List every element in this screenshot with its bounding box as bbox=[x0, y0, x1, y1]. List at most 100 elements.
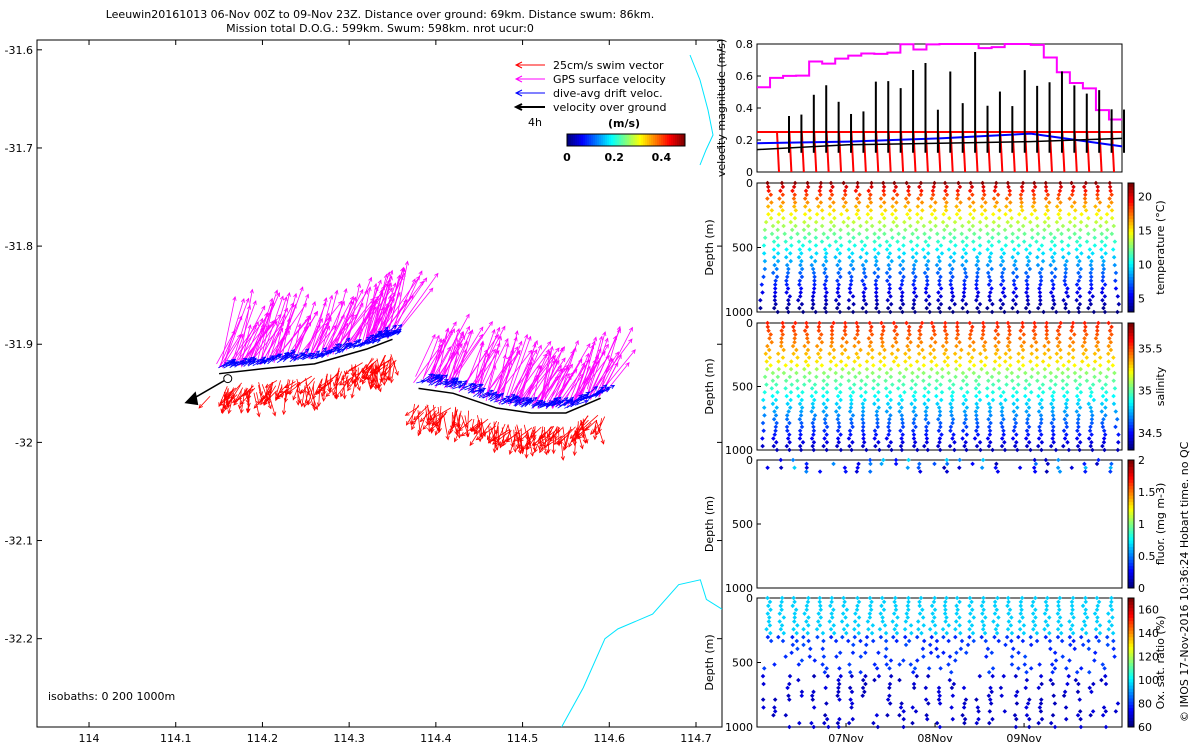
drift-velocity-arrow bbox=[379, 330, 389, 338]
drift-velocity-arrow bbox=[531, 401, 541, 407]
gps-velocity-arrow-head bbox=[316, 323, 321, 329]
swim-vector-arrow-head bbox=[321, 397, 326, 402]
map-colorbar-cell bbox=[587, 134, 590, 146]
colorbar-cell bbox=[1128, 614, 1134, 618]
profile-point bbox=[824, 290, 829, 295]
map-x-tick-label: 114.4 bbox=[420, 732, 452, 745]
colorbar-cell bbox=[1128, 463, 1134, 467]
gps-velocity-arrow-head bbox=[513, 336, 518, 342]
colorbar-cell bbox=[1128, 234, 1134, 239]
profile-point bbox=[861, 298, 867, 303]
profile-point bbox=[887, 266, 892, 272]
gps-velocity-arrow-head bbox=[485, 352, 490, 358]
colorbar-cell bbox=[1128, 292, 1134, 297]
velocity-y-label: velocity magnitude (m/s) bbox=[715, 39, 728, 177]
drift-velocity-arrow bbox=[585, 386, 598, 397]
gps-velocity-arrow-head bbox=[269, 297, 274, 303]
gps-velocity-arrow bbox=[381, 295, 392, 333]
gps-velocity-arrow-head bbox=[446, 346, 451, 352]
map-colorbar-cell bbox=[601, 134, 604, 146]
colorbar-cell bbox=[1128, 623, 1134, 628]
profile-point bbox=[889, 258, 894, 264]
profile-point bbox=[850, 309, 856, 315]
swim-vector-arrow-head bbox=[274, 391, 279, 397]
drift-velocity-arrow bbox=[476, 389, 485, 397]
colorbar-cell bbox=[1128, 562, 1134, 567]
swim-vector-arrow-head bbox=[347, 386, 352, 392]
profile-point bbox=[823, 309, 829, 315]
colorbar-cell bbox=[1128, 620, 1134, 625]
gps-velocity-arrow bbox=[540, 346, 553, 406]
gps-velocity-arrow bbox=[540, 356, 555, 405]
gps-velocity-arrow-head bbox=[373, 298, 378, 304]
colorbar-cell bbox=[1128, 691, 1134, 696]
drift-velocity-arrow bbox=[551, 396, 562, 406]
drift-velocity-arrow bbox=[448, 378, 459, 388]
drift-velocity-arrow-head bbox=[486, 393, 492, 398]
drift-velocity-arrow-head bbox=[541, 400, 546, 406]
colorbar-cell bbox=[1128, 326, 1134, 330]
colorbar-cell bbox=[1128, 228, 1134, 232]
map-x-tick-label: 114.1 bbox=[160, 732, 192, 745]
swim-vector-arrow bbox=[517, 432, 521, 449]
velocity-y-tick-label: 0 bbox=[746, 166, 753, 179]
drift-velocity-arrow bbox=[369, 330, 382, 341]
swim-vector-arrow bbox=[525, 435, 528, 458]
drift-velocity-arrow bbox=[513, 399, 522, 407]
drift-velocity-arrow-head bbox=[242, 358, 248, 362]
drift-velocity-arrow bbox=[537, 401, 546, 408]
drift-velocity-arrow bbox=[562, 400, 574, 406]
colorbar-cell bbox=[1128, 329, 1134, 334]
depth-y-tick-label: 500 bbox=[732, 381, 753, 394]
swim-vector-arrow bbox=[439, 405, 442, 432]
swim-vector-arrow-head bbox=[297, 389, 302, 395]
swim-vector-arrow-head bbox=[263, 401, 268, 406]
colorbar-cell bbox=[1128, 212, 1134, 216]
profile-point bbox=[898, 305, 903, 311]
colorbar-cell bbox=[1128, 199, 1134, 203]
swim-vector-arrow-head bbox=[458, 426, 463, 432]
profile-point bbox=[1014, 294, 1019, 299]
gps-velocity-arrow-head bbox=[557, 364, 562, 370]
swim-vector-arrow bbox=[527, 434, 537, 450]
colorbar-cell bbox=[1128, 643, 1134, 647]
gps-velocity-arrow-head bbox=[505, 342, 510, 348]
profile-point bbox=[823, 278, 829, 283]
swim-vector-arrow bbox=[303, 386, 310, 408]
profile-point bbox=[912, 286, 918, 291]
profile-point bbox=[960, 255, 965, 260]
swim-vector-arrow-head bbox=[247, 394, 252, 400]
swim-vector-arrow-head bbox=[539, 448, 544, 454]
profile-point bbox=[874, 305, 879, 311]
colorbar-label: fluor. (mg m-3) bbox=[1154, 483, 1167, 566]
swim-vector-arrow bbox=[533, 431, 546, 447]
drift-velocity-arrow bbox=[221, 362, 229, 368]
profile-point bbox=[1010, 255, 1015, 260]
gps-velocity-arrow-head bbox=[387, 294, 392, 300]
swim-vector-arrow-head bbox=[219, 401, 224, 407]
gps-velocity-arrow-head bbox=[247, 324, 252, 329]
gps-velocity-arrow bbox=[256, 303, 274, 364]
profile-point bbox=[795, 298, 801, 303]
swim-vector-arrow-head bbox=[342, 394, 347, 400]
swim-vector-arrow-head bbox=[307, 400, 312, 406]
colorbar-cell bbox=[1128, 607, 1134, 612]
map-colorbar-tick: 0.4 bbox=[652, 151, 672, 164]
map-colorbar-cell bbox=[639, 134, 642, 146]
profile-point bbox=[975, 305, 980, 311]
gps-velocity-arrow bbox=[413, 344, 443, 383]
drift-velocity-arrow-head bbox=[468, 383, 474, 388]
swim-vector-arrow-head bbox=[360, 367, 366, 373]
profile-point bbox=[934, 262, 940, 268]
colorbar-cell bbox=[1128, 601, 1134, 605]
gps-velocity-arrow-head bbox=[533, 349, 538, 354]
profile-point bbox=[923, 286, 929, 291]
drift-velocity-arrow bbox=[384, 325, 397, 336]
profile-point bbox=[911, 262, 917, 268]
gps-velocity-arrow bbox=[600, 327, 633, 389]
swim-vector-arrow-head bbox=[455, 428, 460, 434]
gps-velocity-arrow bbox=[315, 316, 331, 351]
gps-velocity-arrow-head bbox=[598, 335, 603, 341]
map-colorbar-cell bbox=[643, 134, 646, 146]
gps-velocity-arrow-head bbox=[269, 320, 275, 326]
